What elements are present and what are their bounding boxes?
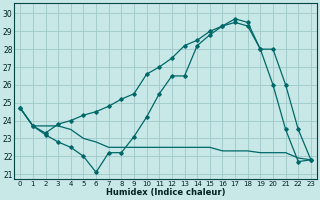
X-axis label: Humidex (Indice chaleur): Humidex (Indice chaleur)	[106, 188, 225, 197]
